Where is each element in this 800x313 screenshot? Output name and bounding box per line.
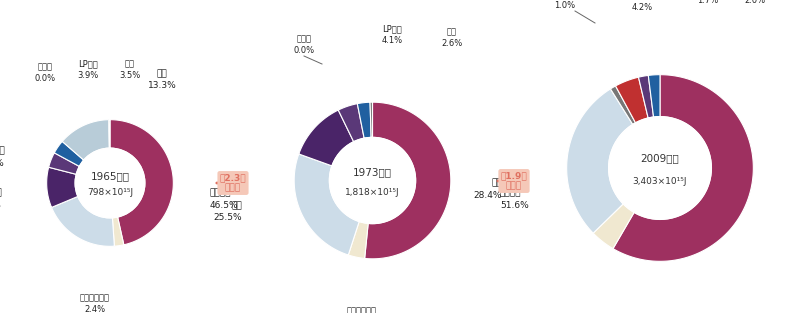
Text: 石炭: 石炭 [157, 69, 167, 78]
Text: 10.3%: 10.3% [0, 158, 5, 167]
Text: 19.8%: 19.8% [0, 201, 2, 209]
Polygon shape [638, 75, 654, 118]
Polygon shape [338, 104, 364, 142]
Text: 28.4%: 28.4% [474, 191, 502, 199]
Text: 軽油: 軽油 [231, 202, 242, 211]
Text: 重油: 重油 [242, 136, 252, 146]
Text: 3.9%: 3.9% [78, 71, 98, 80]
Circle shape [75, 148, 145, 218]
Text: 電力: 電力 [447, 27, 457, 36]
Text: 2.4%: 2.4% [85, 305, 106, 313]
Text: ガソリン: ガソリン [500, 188, 522, 198]
Polygon shape [54, 141, 84, 167]
Text: 0.0%: 0.0% [294, 46, 314, 55]
Text: 3.5%: 3.5% [119, 71, 141, 80]
Polygon shape [365, 102, 451, 259]
Polygon shape [348, 222, 368, 259]
Text: ジェット燃料: ジェット燃料 [347, 306, 377, 313]
Text: 潤滑油: 潤滑油 [297, 34, 311, 43]
Text: 1973年度: 1973年度 [353, 168, 392, 178]
Text: 46.5%: 46.5% [210, 201, 238, 209]
Polygon shape [613, 75, 754, 261]
Polygon shape [51, 197, 114, 246]
Text: 2.0%: 2.0% [745, 0, 766, 5]
Polygon shape [49, 153, 79, 174]
Polygon shape [566, 89, 633, 233]
Text: ジェット燃料: ジェット燃料 [80, 293, 110, 302]
Text: 51.6%: 51.6% [500, 201, 529, 209]
Circle shape [330, 137, 415, 223]
Polygon shape [110, 120, 174, 245]
Text: 潤滑油: 潤滑油 [38, 62, 53, 71]
Polygon shape [370, 102, 373, 137]
Polygon shape [113, 217, 124, 246]
Text: 1965年度: 1965年度 [90, 172, 130, 182]
Text: 3,403×10¹⁵J: 3,403×10¹⁵J [633, 177, 687, 187]
Polygon shape [593, 204, 634, 249]
Text: 2.6%: 2.6% [442, 39, 462, 48]
Polygon shape [615, 77, 648, 123]
Text: 4.1%: 4.1% [382, 36, 402, 45]
Polygon shape [648, 75, 660, 117]
Text: 12.3%: 12.3% [221, 148, 252, 157]
Text: 25.5%: 25.5% [214, 213, 242, 223]
Text: 電力: 電力 [125, 59, 135, 68]
Text: 2009年度: 2009年度 [641, 154, 679, 164]
Polygon shape [109, 120, 110, 148]
Text: ガソリン: ガソリン [210, 188, 231, 198]
Polygon shape [358, 102, 371, 138]
Polygon shape [610, 86, 635, 125]
Polygon shape [46, 167, 78, 208]
Text: LPガス: LPガス [78, 59, 98, 68]
Polygon shape [294, 154, 359, 255]
Text: LPガス: LPガス [382, 24, 402, 33]
Circle shape [609, 117, 711, 219]
Text: 0.0%: 0.0% [34, 74, 55, 83]
Text: 軽油: 軽油 [0, 188, 2, 198]
Text: 重油: 重油 [0, 146, 5, 156]
Text: 4.2%: 4.2% [631, 3, 653, 12]
Text: 1.7%: 1.7% [698, 0, 718, 5]
Text: 798×10¹⁵J: 798×10¹⁵J [87, 188, 133, 197]
Text: 1.0%: 1.0% [554, 1, 575, 10]
Text: 13.3%: 13.3% [148, 81, 176, 90]
Text: 1,818×10¹⁵J: 1,818×10¹⁵J [345, 188, 400, 197]
Text: 軽油: 軽油 [491, 178, 502, 187]
Text: 約1.9倍
に増加: 約1.9倍 に増加 [501, 171, 527, 191]
Polygon shape [298, 110, 354, 166]
Text: 約2.3倍
に増加: 約2.3倍 に増加 [220, 173, 246, 193]
Polygon shape [62, 120, 110, 160]
